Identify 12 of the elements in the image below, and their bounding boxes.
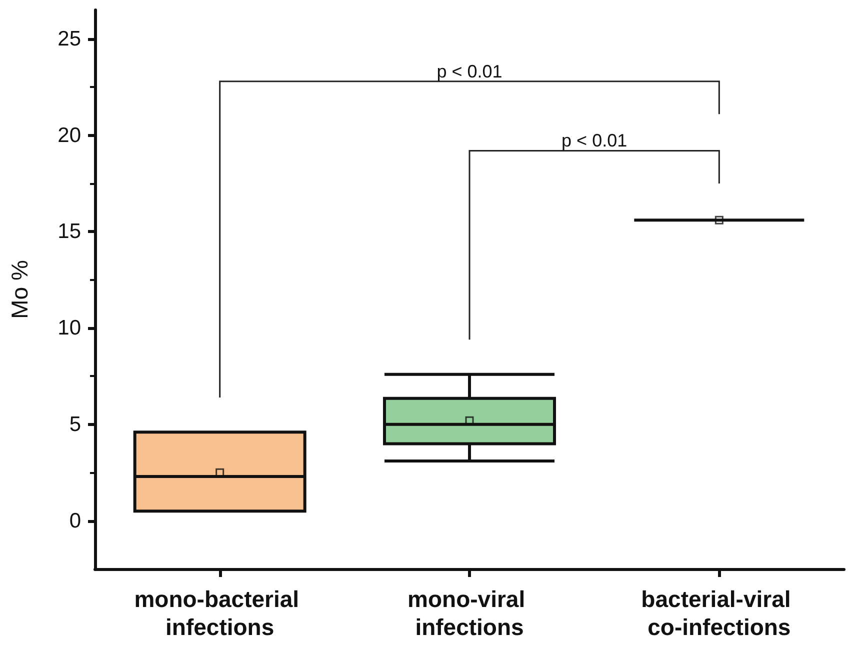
x-tick-label: mono-bacterial infections (134, 586, 306, 640)
annotation: p < 0.01 (436, 61, 502, 82)
y-tick-label: 5 (69, 412, 81, 436)
y-tick-label: 0 (69, 509, 81, 532)
y-axis-title: Mo % (6, 260, 32, 319)
x-tick-label: bacterial-viral co-infections (641, 586, 798, 640)
y-tick-label: 20 (58, 124, 81, 147)
y-tick-label: 25 (58, 27, 81, 50)
x-tick-label: mono-viral infections (408, 586, 532, 640)
annotation: p < 0.01 (562, 130, 628, 151)
y-tick-label: 15 (58, 220, 81, 244)
y-tick-label: 10 (58, 316, 81, 340)
